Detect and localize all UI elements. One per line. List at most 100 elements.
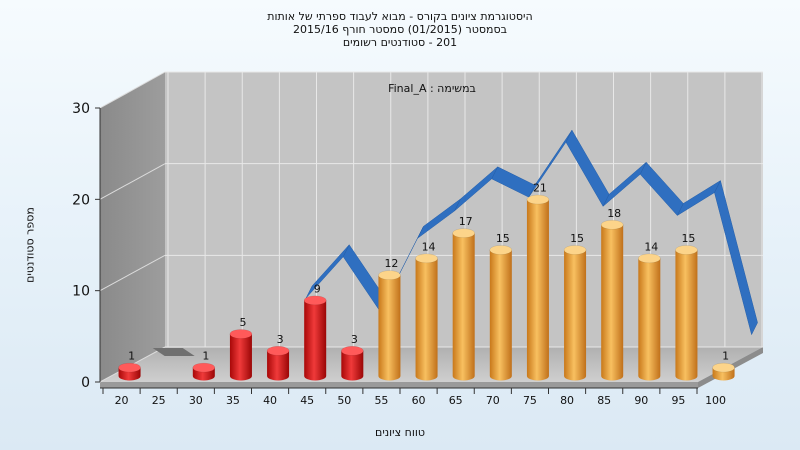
- empty-bar-slab: [152, 348, 195, 356]
- x-tick-label: 95: [671, 394, 685, 407]
- bar: [415, 253, 438, 381]
- y-tick-label: 20: [72, 192, 90, 208]
- bar-top: [712, 362, 735, 373]
- data-label: 5: [239, 316, 246, 329]
- data-label: 21: [533, 182, 547, 195]
- data-label: 15: [496, 232, 510, 245]
- gridline-side: [99, 163, 166, 200]
- bar: [266, 346, 290, 381]
- y-axis-label: מספר סטודנטים: [23, 207, 37, 283]
- bar: [526, 194, 550, 381]
- data-label: 14: [422, 240, 436, 253]
- x-tick-label: 45: [300, 394, 314, 407]
- x-tick-label: 90: [634, 394, 648, 407]
- x-tick-label: 40: [263, 394, 277, 407]
- x-tick-label: 75: [523, 394, 537, 407]
- x-tick-label: 65: [449, 394, 463, 407]
- bar-body: [229, 333, 252, 381]
- x-tick-label: 20: [115, 394, 129, 407]
- bar-top: [341, 346, 364, 356]
- bar-body: [489, 249, 512, 381]
- data-label: 1: [722, 350, 729, 363]
- bar: [600, 220, 624, 381]
- bar-body: [526, 199, 549, 381]
- left-wall: [100, 72, 165, 382]
- bar-top: [378, 270, 401, 280]
- x-tick-label: 30: [189, 394, 203, 407]
- data-label: 14: [644, 240, 658, 253]
- data-label: 9: [314, 282, 321, 295]
- data-label: 18: [607, 207, 621, 220]
- bar-top: [266, 346, 290, 356]
- bar: [341, 346, 364, 381]
- bar: [118, 362, 141, 381]
- chart-title-line-1: היסטוגרמת ציונים בקורס - מבוא לעבוד ספרת…: [267, 10, 533, 23]
- bar-top: [638, 253, 661, 264]
- data-label: 17: [459, 215, 473, 228]
- bar-body: [564, 249, 587, 381]
- bar-top: [600, 220, 624, 230]
- bar-body: [341, 350, 364, 381]
- bar: [303, 295, 327, 381]
- chart-title-line-3: 201 - סטודנטים רשומים: [342, 36, 458, 49]
- bar-body: [675, 249, 698, 381]
- data-label: 3: [351, 333, 358, 346]
- bar-body: [638, 258, 661, 381]
- bar: [192, 362, 216, 381]
- bar-top: [452, 228, 475, 238]
- bar-top: [489, 245, 513, 255]
- chart-title-block: היסטוגרמת ציונים בקורס - מבוא לעבוד ספרת…: [0, 10, 800, 49]
- bar-top: [303, 295, 327, 306]
- bar: [229, 329, 253, 381]
- bar: [675, 245, 698, 381]
- bar: [378, 270, 401, 381]
- bar-top: [526, 194, 550, 205]
- x-tick-label: 55: [374, 394, 388, 407]
- bars: [118, 194, 735, 381]
- bar-body: [452, 233, 475, 381]
- bar-top: [229, 329, 253, 339]
- chart-title-line-2: בסמסטר (01/2015) סמסטר חורף 2015/16: [293, 23, 507, 36]
- bar: [452, 228, 475, 381]
- bar-top: [415, 253, 438, 264]
- data-label: 1: [202, 350, 209, 363]
- x-tick-label: 50: [337, 394, 351, 407]
- data-label: 15: [570, 232, 584, 245]
- x-tick-label: 25: [152, 394, 166, 407]
- series-label: Final_A : במשימה: [388, 82, 476, 95]
- x-tick-label: 35: [226, 394, 240, 407]
- y-tick-label: 30: [72, 101, 90, 117]
- bar-body: [378, 275, 401, 381]
- bar-body: [415, 258, 438, 381]
- floor-edge: [100, 382, 698, 388]
- data-label: 1: [128, 350, 135, 363]
- y-tick-label: 10: [72, 284, 90, 300]
- bar-top: [675, 245, 698, 255]
- data-label: 15: [681, 232, 695, 245]
- gridline-side: [99, 254, 166, 292]
- bar-top: [192, 362, 216, 373]
- x-tick-label: 70: [486, 394, 500, 407]
- gridline-side: [99, 71, 166, 109]
- data-label: 3: [277, 333, 284, 346]
- x-tick-label: 100: [705, 394, 726, 407]
- bar: [712, 362, 735, 381]
- x-tick-label: 60: [412, 394, 426, 407]
- y-tick-label: 0: [81, 375, 90, 391]
- x-axis-label: טווח ציונים: [375, 426, 425, 439]
- x-tick-label: 80: [560, 394, 574, 407]
- bar: [489, 245, 513, 381]
- data-label: 12: [384, 257, 398, 270]
- bar: [638, 253, 661, 381]
- bar-body: [267, 350, 290, 381]
- bar-top: [563, 245, 587, 255]
- bar-top: [118, 362, 141, 373]
- bar-body: [304, 300, 327, 381]
- bar-body: [601, 224, 624, 381]
- x-tick-label: 85: [597, 394, 611, 407]
- bar: [563, 245, 587, 381]
